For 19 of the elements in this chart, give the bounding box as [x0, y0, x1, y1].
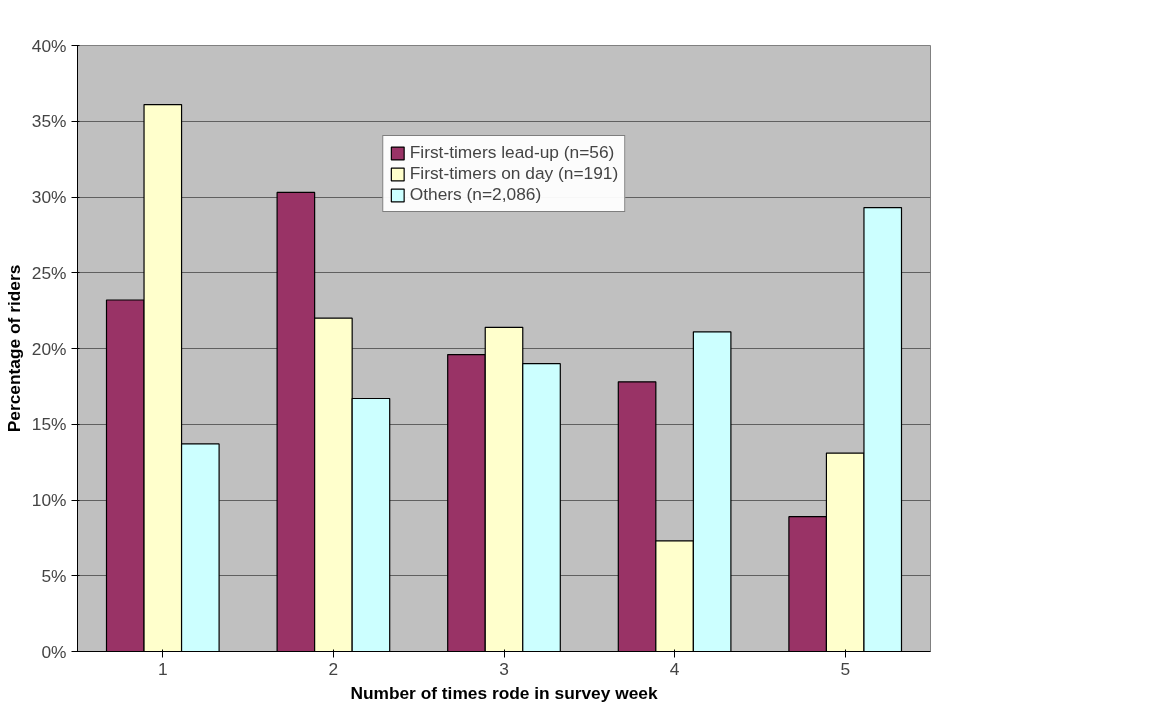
- y-tick-label: 5%: [41, 565, 67, 586]
- y-axis-title: Percentage of riders: [3, 264, 24, 433]
- x-tick-label: 3: [499, 658, 509, 679]
- x-axis-title: Number of times rode in survey week: [350, 682, 658, 703]
- y-tick-label: 25%: [31, 262, 67, 283]
- y-tick-label: 20%: [31, 338, 67, 359]
- x-tick-label: 2: [328, 658, 339, 679]
- y-tick-label: 10%: [31, 490, 67, 510]
- x-tick-label: 1: [157, 658, 168, 679]
- x-tick-label: 4: [669, 658, 680, 679]
- y-tick-label: 0%: [41, 641, 67, 662]
- y-tick-label: 30%: [31, 187, 67, 207]
- legend-label: Others (n=2,086): [409, 184, 542, 205]
- y-tick-label: 40%: [31, 35, 67, 56]
- legend-label: First-timers on day (n=191): [409, 163, 619, 184]
- legend-label: First-timers lead-up (n=56): [409, 142, 615, 163]
- y-tick-label: 15%: [31, 414, 67, 435]
- y-tick-label: 35%: [31, 111, 67, 132]
- x-tick-label: 5: [840, 658, 851, 679]
